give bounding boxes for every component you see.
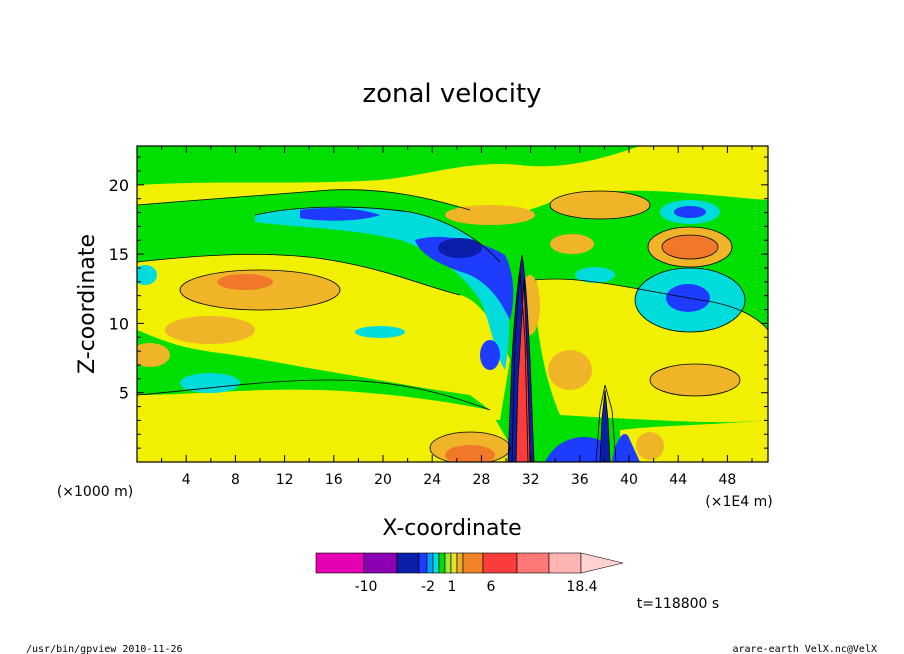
blob-orange-13: [445, 445, 495, 462]
region-blue-4: [674, 206, 706, 218]
colorbar-label: -10: [355, 579, 378, 595]
region-lower-yellow: [137, 380, 520, 462]
region-blue-1: [300, 207, 380, 221]
x-tick-label: 44: [669, 472, 687, 488]
x-tick-label: 20: [374, 472, 392, 488]
x-unit-left: (×1000 m): [57, 484, 133, 500]
x-tick-label: 16: [325, 472, 343, 488]
colorbar-segment: [396, 552, 420, 574]
region-blue-2: [415, 236, 514, 320]
colorbar-label: 18.4: [566, 579, 597, 595]
blob-orange-10: [650, 364, 740, 396]
x-unit-right: (×1E4 m): [705, 494, 772, 510]
x-axis-label: X-coordinate: [382, 516, 521, 541]
x-tick-label: 4: [182, 472, 191, 488]
colorbar-segment: [363, 552, 398, 574]
blob-orange-4: [137, 343, 170, 367]
colorbar-segment: [426, 552, 434, 574]
blob-orange-6: [550, 191, 650, 219]
colorbar-label: 1: [448, 579, 457, 595]
program-label: /usr/bin/gpview 2010-11-26: [26, 644, 183, 654]
plot-frame: [136, 145, 769, 463]
blob-orange-8: [662, 235, 718, 259]
region-blue-6: [545, 436, 605, 462]
region-blue-5: [480, 340, 500, 370]
y-tick-label: 10: [109, 314, 129, 333]
x-tick-label: 32: [522, 472, 540, 488]
x-axis-ticks: 4 8 12 16 20 24 28 32 36 40 44 48: [161, 146, 753, 488]
x-tick-label: 40: [620, 472, 638, 488]
blob-orange-15: [636, 432, 664, 460]
colorbar-segment: [456, 552, 464, 574]
colorbar-arrow: [580, 552, 624, 574]
colorbar-segment: [444, 552, 452, 574]
region-mid-green: [137, 349, 490, 410]
colorbar: -10 -2 1 6 18.4: [315, 552, 624, 595]
colorbar-label: -2: [421, 579, 435, 595]
colorbar-segment: [432, 552, 440, 574]
chart-title: zonal velocity: [362, 79, 541, 109]
colorbar-segment: [516, 552, 550, 574]
x-tick-label: 36: [571, 472, 589, 488]
blob-orange-2: [217, 274, 273, 290]
contour-lines: [137, 189, 768, 462]
source-label: arare-earth_VelX.nc@VelX: [733, 644, 878, 654]
y-axis-label: Z-coordinate: [75, 234, 100, 374]
colorbar-segment: [462, 552, 484, 574]
colorbar-segment: [450, 552, 458, 574]
y-tick-label: 20: [109, 176, 129, 195]
colorbar-segment: [418, 552, 428, 574]
colorbar-label: 6: [487, 579, 496, 595]
x-tick-label: 28: [472, 472, 490, 488]
region-cyan-3: [137, 265, 157, 285]
region-upper-yellow: [137, 146, 768, 215]
blob-orange-11: [548, 350, 592, 390]
region-darkblue-1: [438, 238, 482, 258]
x-tick-label: 12: [276, 472, 294, 488]
region-cyan-4: [355, 326, 405, 338]
x-tick-label: 48: [718, 472, 736, 488]
colorbar-segment: [438, 552, 446, 574]
shear-column-2: [600, 390, 610, 462]
blob-orange-3: [165, 316, 255, 344]
region-cyan-7: [575, 267, 615, 283]
x-tick-label: 24: [423, 472, 441, 488]
region-blue-7: [612, 433, 640, 462]
y-axis-ticks: 5 10 15 20: [109, 156, 768, 449]
y-tick-label: 15: [109, 245, 129, 264]
colorbar-segment: [482, 552, 518, 574]
region-cyan-2: [180, 373, 240, 393]
time-label: t=118800 s: [637, 596, 719, 612]
x-tick-label: 8: [231, 472, 240, 488]
blob-orange-9: [550, 234, 594, 254]
contour-field: [137, 146, 768, 462]
blob-orange-5: [445, 205, 535, 225]
y-tick-label: 5: [119, 384, 129, 403]
colorbar-segment: [315, 552, 365, 574]
colorbar-segment: [548, 552, 582, 574]
